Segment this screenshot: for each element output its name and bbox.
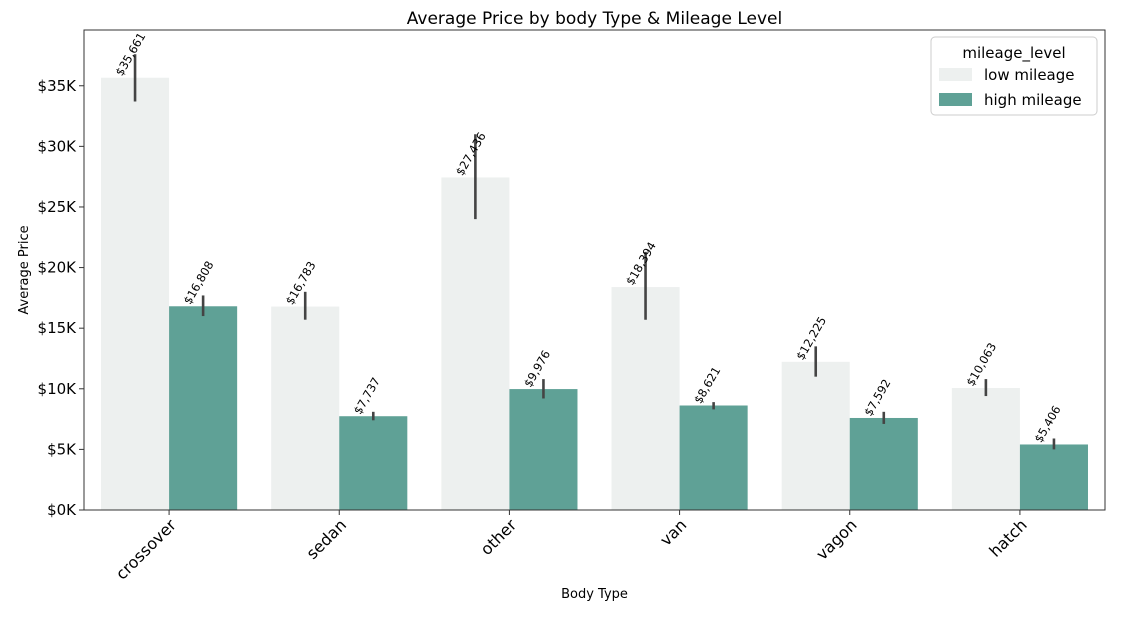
y-tick-label: $35K [38,77,78,95]
x-tick-label-other: other [477,515,521,559]
legend-label-high-mileage: high mileage [984,91,1082,109]
x-tick-label-vagon: vagon [812,515,860,563]
y-tick-label: $5K [47,440,77,458]
y-tick-label: $30K [38,137,78,155]
data-label-sedan-high-mileage: $7,737 [351,375,383,417]
bar-other-high-mileage [509,389,578,510]
data-label-van-low-mileage: $18,394 [623,239,659,287]
data-label-hatch-low-mileage: $10,063 [963,340,999,388]
bar-hatch-high-mileage [1019,444,1088,510]
legend-title: mileage_level [962,44,1065,63]
x-tick-label-hatch: hatch [985,515,1030,560]
bar-sedan-high-mileage [339,416,408,510]
legend-label-low-mileage: low mileage [984,66,1075,84]
bar-vagon-low-mileage [781,361,850,510]
legend: mileage_level low mileage high mileage [930,36,1098,116]
y-axis-label: Average Price [17,225,32,314]
legend-swatch-low-mileage [939,68,972,81]
bar-van-low-mileage [611,287,680,510]
y-tick-label: $0K [47,501,77,519]
chart-title: Average Price by body Type & Mileage Lev… [407,9,782,29]
data-label-other-high-mileage: $9,976 [521,348,553,390]
x-tick-label-crossover: crossover [112,515,180,583]
y-axis: $0K $5K $10K $15K $20K $25K $30K $35K [38,77,84,519]
bar-crossover-high-mileage [169,306,238,510]
y-tick-label: $10K [38,380,78,398]
data-label-vagon-high-mileage: $7,592 [861,377,893,419]
data-label-crossover-low-mileage: $35,661 [113,30,149,78]
data-label-van-high-mileage: $8,621 [691,364,723,406]
x-tick-label-van: van [656,515,690,549]
x-axis: crossover sedan other van vagon hatch [112,510,1031,583]
bar-hatch-low-mileage [951,388,1020,510]
bar-crossover-low-mileage [101,77,170,510]
x-tick-label-sedan: sedan [303,515,351,563]
data-label-vagon-low-mileage: $12,225 [793,314,829,362]
bar-vagon-high-mileage [849,417,918,510]
bar-van-high-mileage [679,405,748,510]
legend-swatch-high-mileage [939,93,972,106]
y-tick-label: $15K [38,319,78,337]
data-label-sedan-low-mileage: $16,783 [283,259,319,307]
data-label-crossover-high-mileage: $16,808 [181,259,217,307]
bar-other-low-mileage [441,177,510,510]
data-label-other-low-mileage: $27,436 [453,130,489,178]
data-label-hatch-high-mileage: $5,406 [1031,403,1063,445]
x-axis-label: Body Type [561,587,628,602]
bar-sedan-low-mileage [271,306,340,510]
y-tick-label: $25K [38,198,78,216]
error-bars-layer [133,54,1056,450]
y-tick-label: $20K [38,259,78,277]
bars-layer [101,77,1088,510]
legend-box [930,36,1098,116]
plot-frame [83,29,1106,511]
data-labels-layer: $35,661 $16,783 $27,436 $18,394 $12,225 $10,0… [113,30,1064,445]
